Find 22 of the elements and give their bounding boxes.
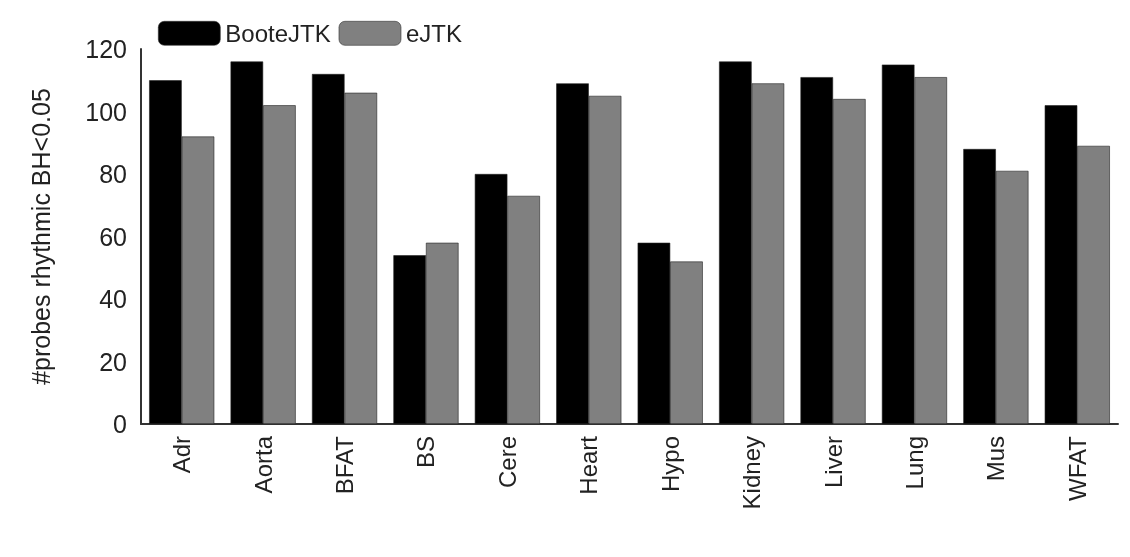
y-tick-label: 100: [85, 97, 127, 126]
x-tick-label: Liver: [819, 436, 847, 489]
x-tick-label: Kidney: [738, 436, 766, 510]
y-axis-title: #probes rhythmic BH<0.05: [26, 88, 55, 385]
y-tick-label: 120: [85, 35, 127, 63]
x-tick-label: Lung: [900, 436, 928, 490]
y-tick-label: 60: [99, 222, 127, 251]
x-tick-label: Adr: [168, 436, 196, 474]
x-tick-label: Mus: [982, 436, 1010, 482]
x-tick-label: BFAT: [331, 435, 359, 495]
y-tick-label: 20: [99, 347, 127, 376]
legend-label: eJTK: [405, 19, 462, 47]
x-tick-label: Heart: [575, 435, 603, 495]
x-tick-label: WFAT: [1063, 435, 1091, 501]
x-tick-label: BS: [412, 436, 440, 469]
y-tick-label: 80: [99, 160, 127, 188]
y-tick-label: 40: [99, 285, 127, 313]
x-tick-label: Hypo: [656, 436, 684, 493]
x-tick-label: Cere: [493, 436, 521, 489]
x-tick-label: Aorta: [249, 435, 277, 494]
y-tick-label: 0: [113, 410, 127, 438]
legend-label: BooteJTK: [225, 19, 331, 47]
